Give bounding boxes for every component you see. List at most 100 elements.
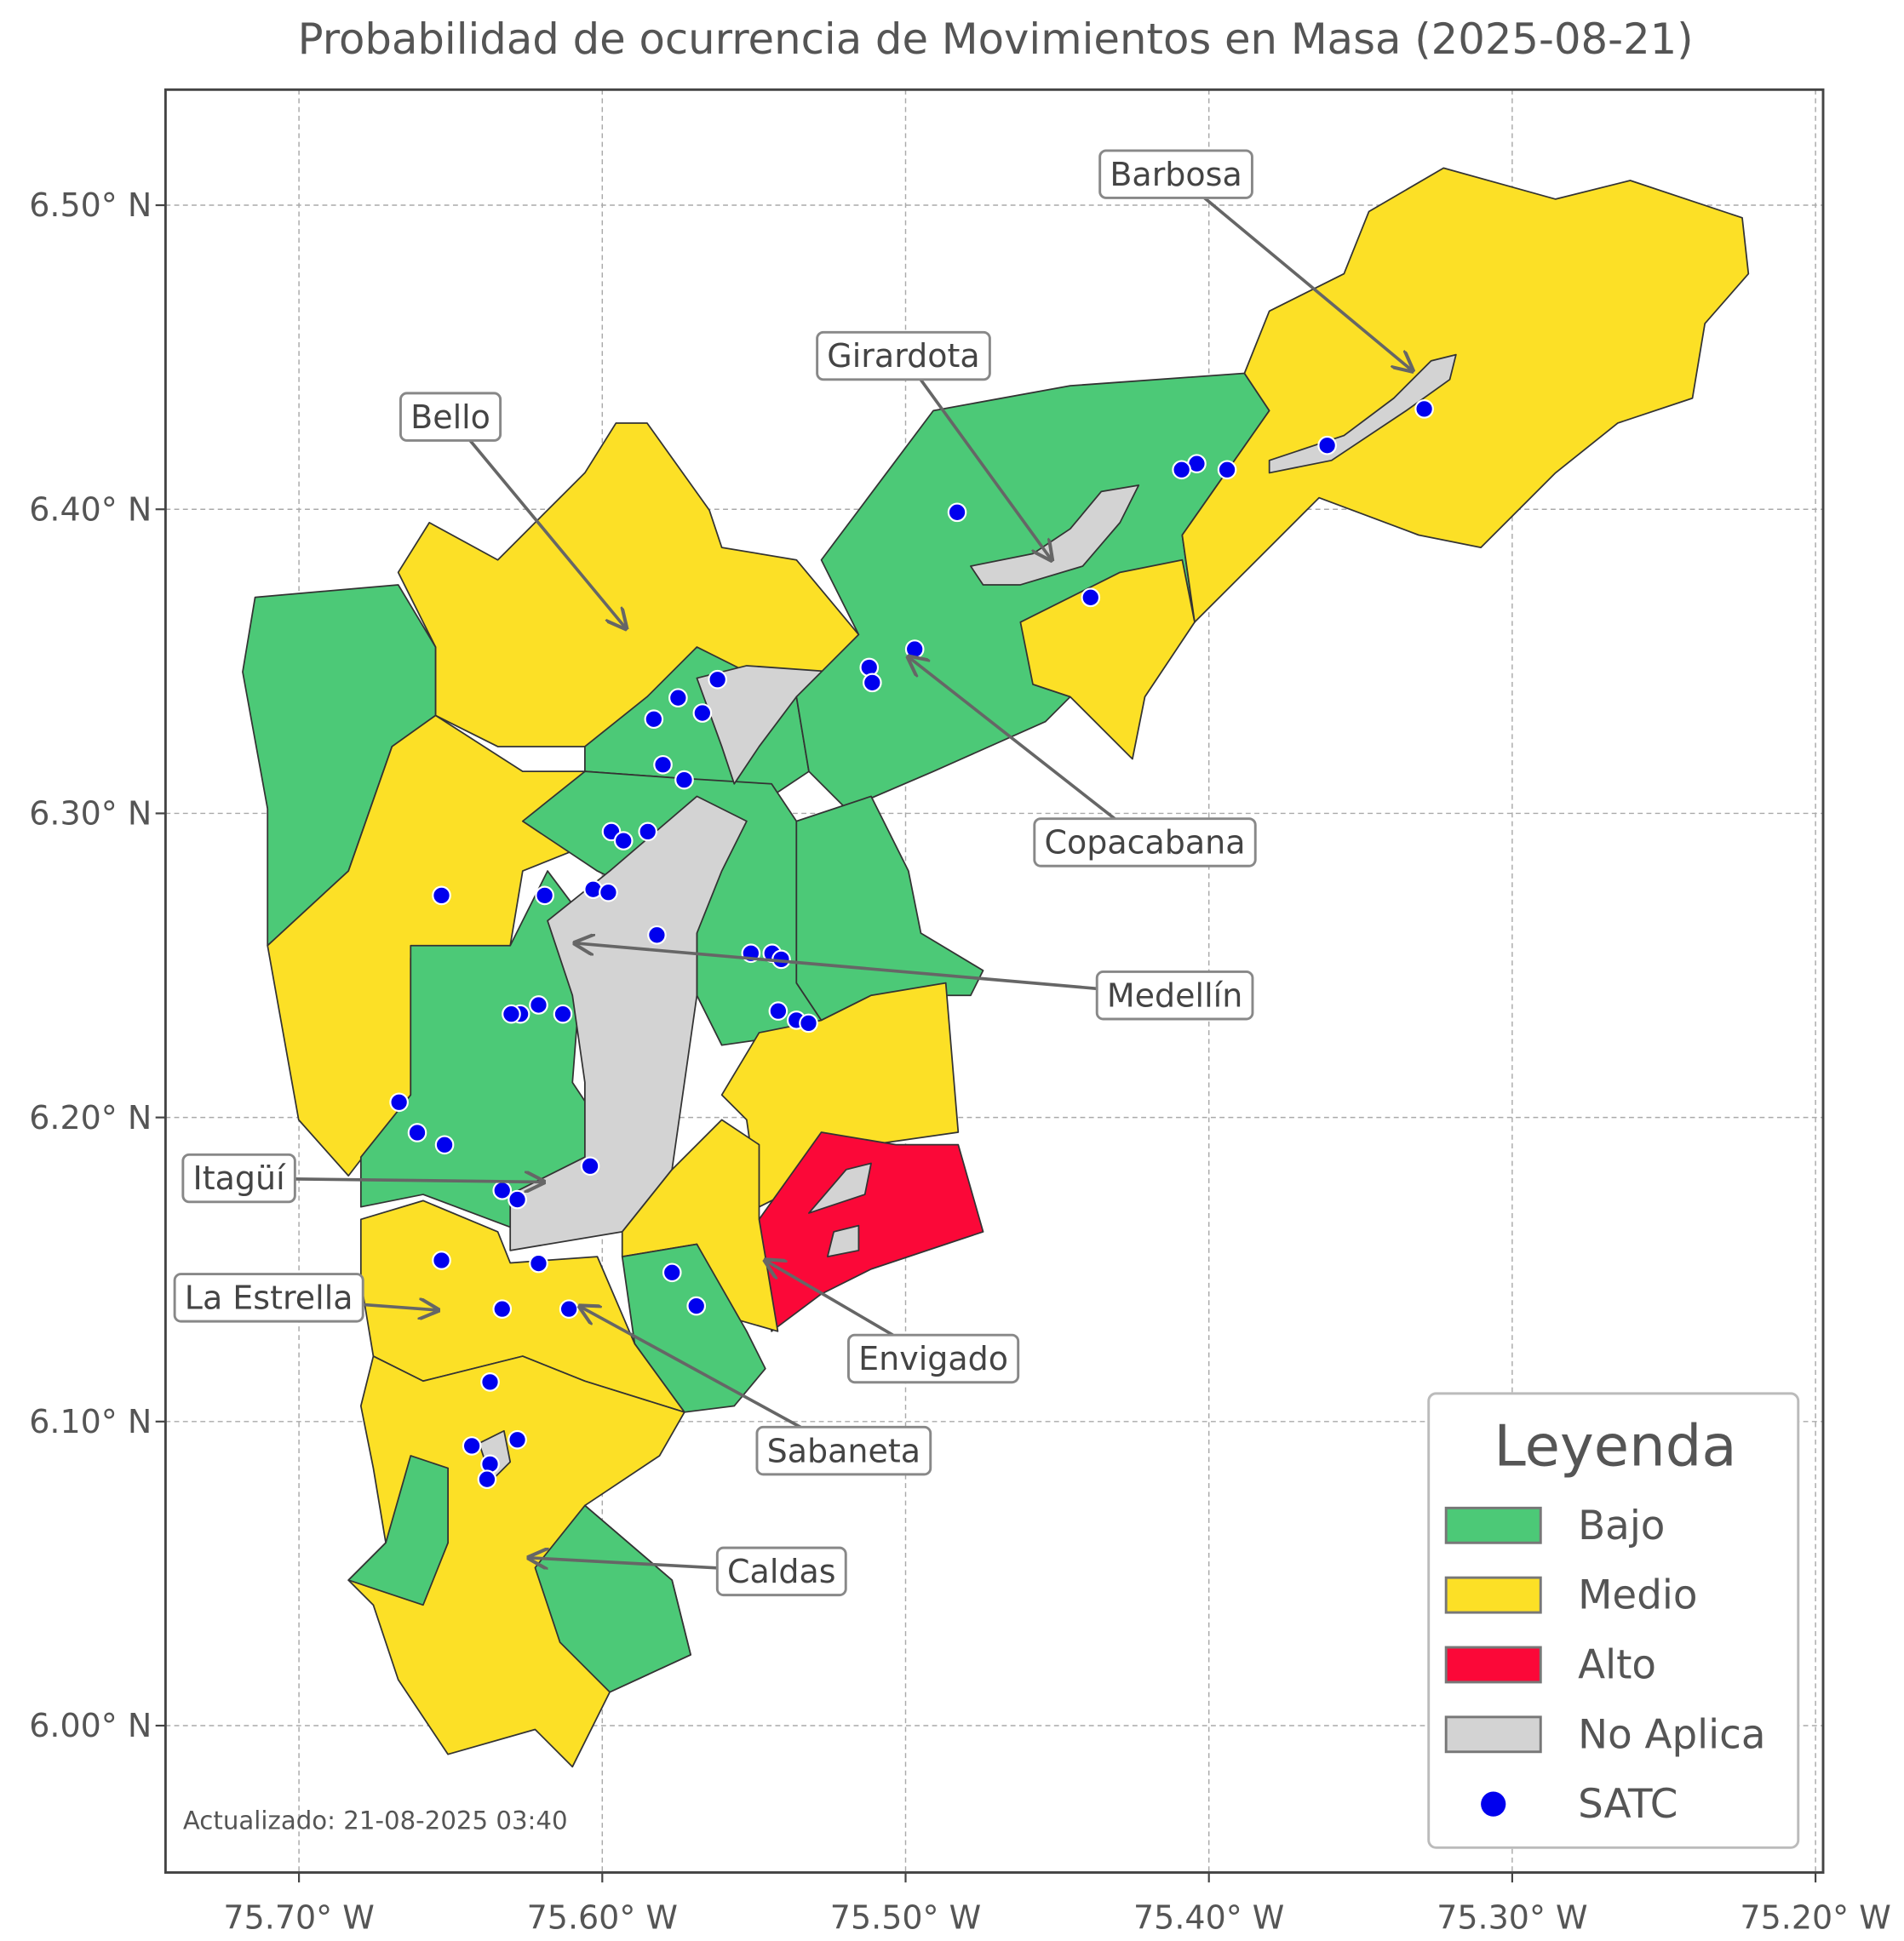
- satc-point: [432, 885, 451, 906]
- annotation-arrow: [363, 1304, 438, 1309]
- y-tick-label: 6.40° N: [29, 490, 152, 528]
- legend-swatch: [1444, 1576, 1542, 1614]
- satc-point: [434, 1135, 455, 1155]
- x-tick-label: 75.40° W: [1133, 1898, 1284, 1936]
- satc-point: [862, 673, 882, 693]
- satc-point: [904, 639, 925, 659]
- region: [826, 1224, 860, 1258]
- annotation-box: [715, 1546, 847, 1597]
- annotation-arrow: [295, 1179, 543, 1182]
- annotation-box: [173, 1273, 364, 1323]
- annotation: Medellín: [575, 943, 1254, 1021]
- legend-marker: [1481, 1791, 1506, 1817]
- satc-point: [508, 1429, 527, 1450]
- region: [808, 1162, 872, 1214]
- annotation-label: Copacabana: [1044, 824, 1245, 862]
- satc-point: [508, 1189, 527, 1210]
- region: [509, 795, 748, 1251]
- satc-point: [947, 502, 967, 523]
- annotation-box: [1098, 149, 1253, 199]
- legend-label: Medio: [1578, 1573, 1697, 1619]
- x-tick-label: 75.70° W: [223, 1898, 374, 1936]
- region: [534, 1504, 691, 1693]
- legend-swatch: [1444, 1646, 1542, 1684]
- satc-point: [1081, 587, 1101, 608]
- annotation-box: [816, 330, 991, 381]
- satc-point: [662, 1263, 682, 1283]
- satc-point: [502, 1004, 521, 1024]
- satc-point: [638, 822, 658, 842]
- annotation-label: Itagüí: [193, 1159, 287, 1197]
- satc-point: [692, 703, 713, 723]
- annotation-box: [1033, 817, 1257, 867]
- satc-point: [407, 1123, 427, 1142]
- annotation: Bello: [399, 392, 626, 628]
- annotation-arrow: [580, 1307, 801, 1429]
- y-tick-label: 6.10° N: [29, 1403, 152, 1440]
- satc-point: [599, 882, 618, 902]
- annotation-box: [755, 1425, 932, 1476]
- x-tick-label: 75.20° W: [1740, 1898, 1890, 1936]
- satc-point: [647, 925, 667, 945]
- annotation-label: Girardota: [827, 337, 979, 375]
- annotation-label: Caldas: [727, 1553, 836, 1590]
- satc-point: [480, 1372, 500, 1392]
- legend-swatch: [1444, 1506, 1542, 1544]
- satc-point: [708, 669, 727, 690]
- satc-point: [1172, 460, 1191, 480]
- satc-point: [1414, 399, 1434, 419]
- annotation-box: [181, 1153, 296, 1204]
- legend-swatch: [1444, 1715, 1542, 1754]
- legend-label: SATC: [1578, 1782, 1677, 1828]
- satc-point: [535, 885, 554, 906]
- y-tick-label: 6.50° N: [29, 186, 152, 224]
- annotation: Barbosa: [1098, 149, 1413, 371]
- satc-point: [553, 1004, 573, 1024]
- y-tick-label: 6.00° N: [29, 1707, 152, 1744]
- annotation-label: Bello: [410, 398, 490, 436]
- satc-point: [686, 1296, 707, 1316]
- satc-point: [613, 831, 634, 850]
- annotation-label: Medellín: [1107, 976, 1242, 1014]
- annotation: Girardota: [816, 330, 1052, 560]
- x-tick-label: 75.30° W: [1437, 1898, 1587, 1936]
- y-tick-label: 6.30° N: [29, 795, 152, 833]
- satc-point: [1217, 460, 1237, 480]
- annotation: Copacabana: [909, 657, 1257, 867]
- annotation: Sabaneta: [580, 1307, 932, 1476]
- region: [1181, 167, 1750, 623]
- annotation: Envigado: [766, 1261, 1020, 1384]
- region: [347, 1455, 449, 1606]
- satc-point: [477, 1469, 497, 1490]
- satc-point: [492, 1299, 513, 1319]
- annotation-arrow: [529, 1558, 718, 1568]
- satc-point: [644, 709, 664, 730]
- annotation-arrow: [1203, 197, 1412, 370]
- annotation-arrow: [919, 378, 1052, 560]
- annotation-box: [1095, 970, 1254, 1021]
- region: [696, 665, 835, 785]
- region: [1019, 558, 1196, 760]
- satc-point: [432, 1251, 451, 1270]
- annotation-label: La Estrella: [185, 1280, 353, 1317]
- satc-point: [1317, 435, 1337, 455]
- satc-point: [462, 1436, 482, 1456]
- annotation-arrow: [575, 943, 1098, 991]
- annotation-label: Barbosa: [1110, 156, 1242, 193]
- annotation: Itagüí: [181, 1153, 544, 1204]
- region: [795, 795, 984, 1022]
- legend-label: No Aplica: [1578, 1712, 1765, 1758]
- annotation: La Estrella: [173, 1273, 438, 1323]
- x-tick-label: 75.50° W: [830, 1898, 981, 1936]
- satc-point: [580, 1156, 600, 1177]
- satc-point: [668, 688, 688, 708]
- annotation-arrow: [909, 657, 1116, 821]
- satc-point: [799, 1013, 818, 1033]
- satc-point: [674, 770, 694, 790]
- satc-point: [389, 1092, 409, 1113]
- legend-title: Leyenda: [1494, 1413, 1736, 1480]
- annotation-arrow: [468, 439, 626, 628]
- legend-label: Alto: [1578, 1643, 1656, 1689]
- annotation-arrow: [766, 1261, 894, 1337]
